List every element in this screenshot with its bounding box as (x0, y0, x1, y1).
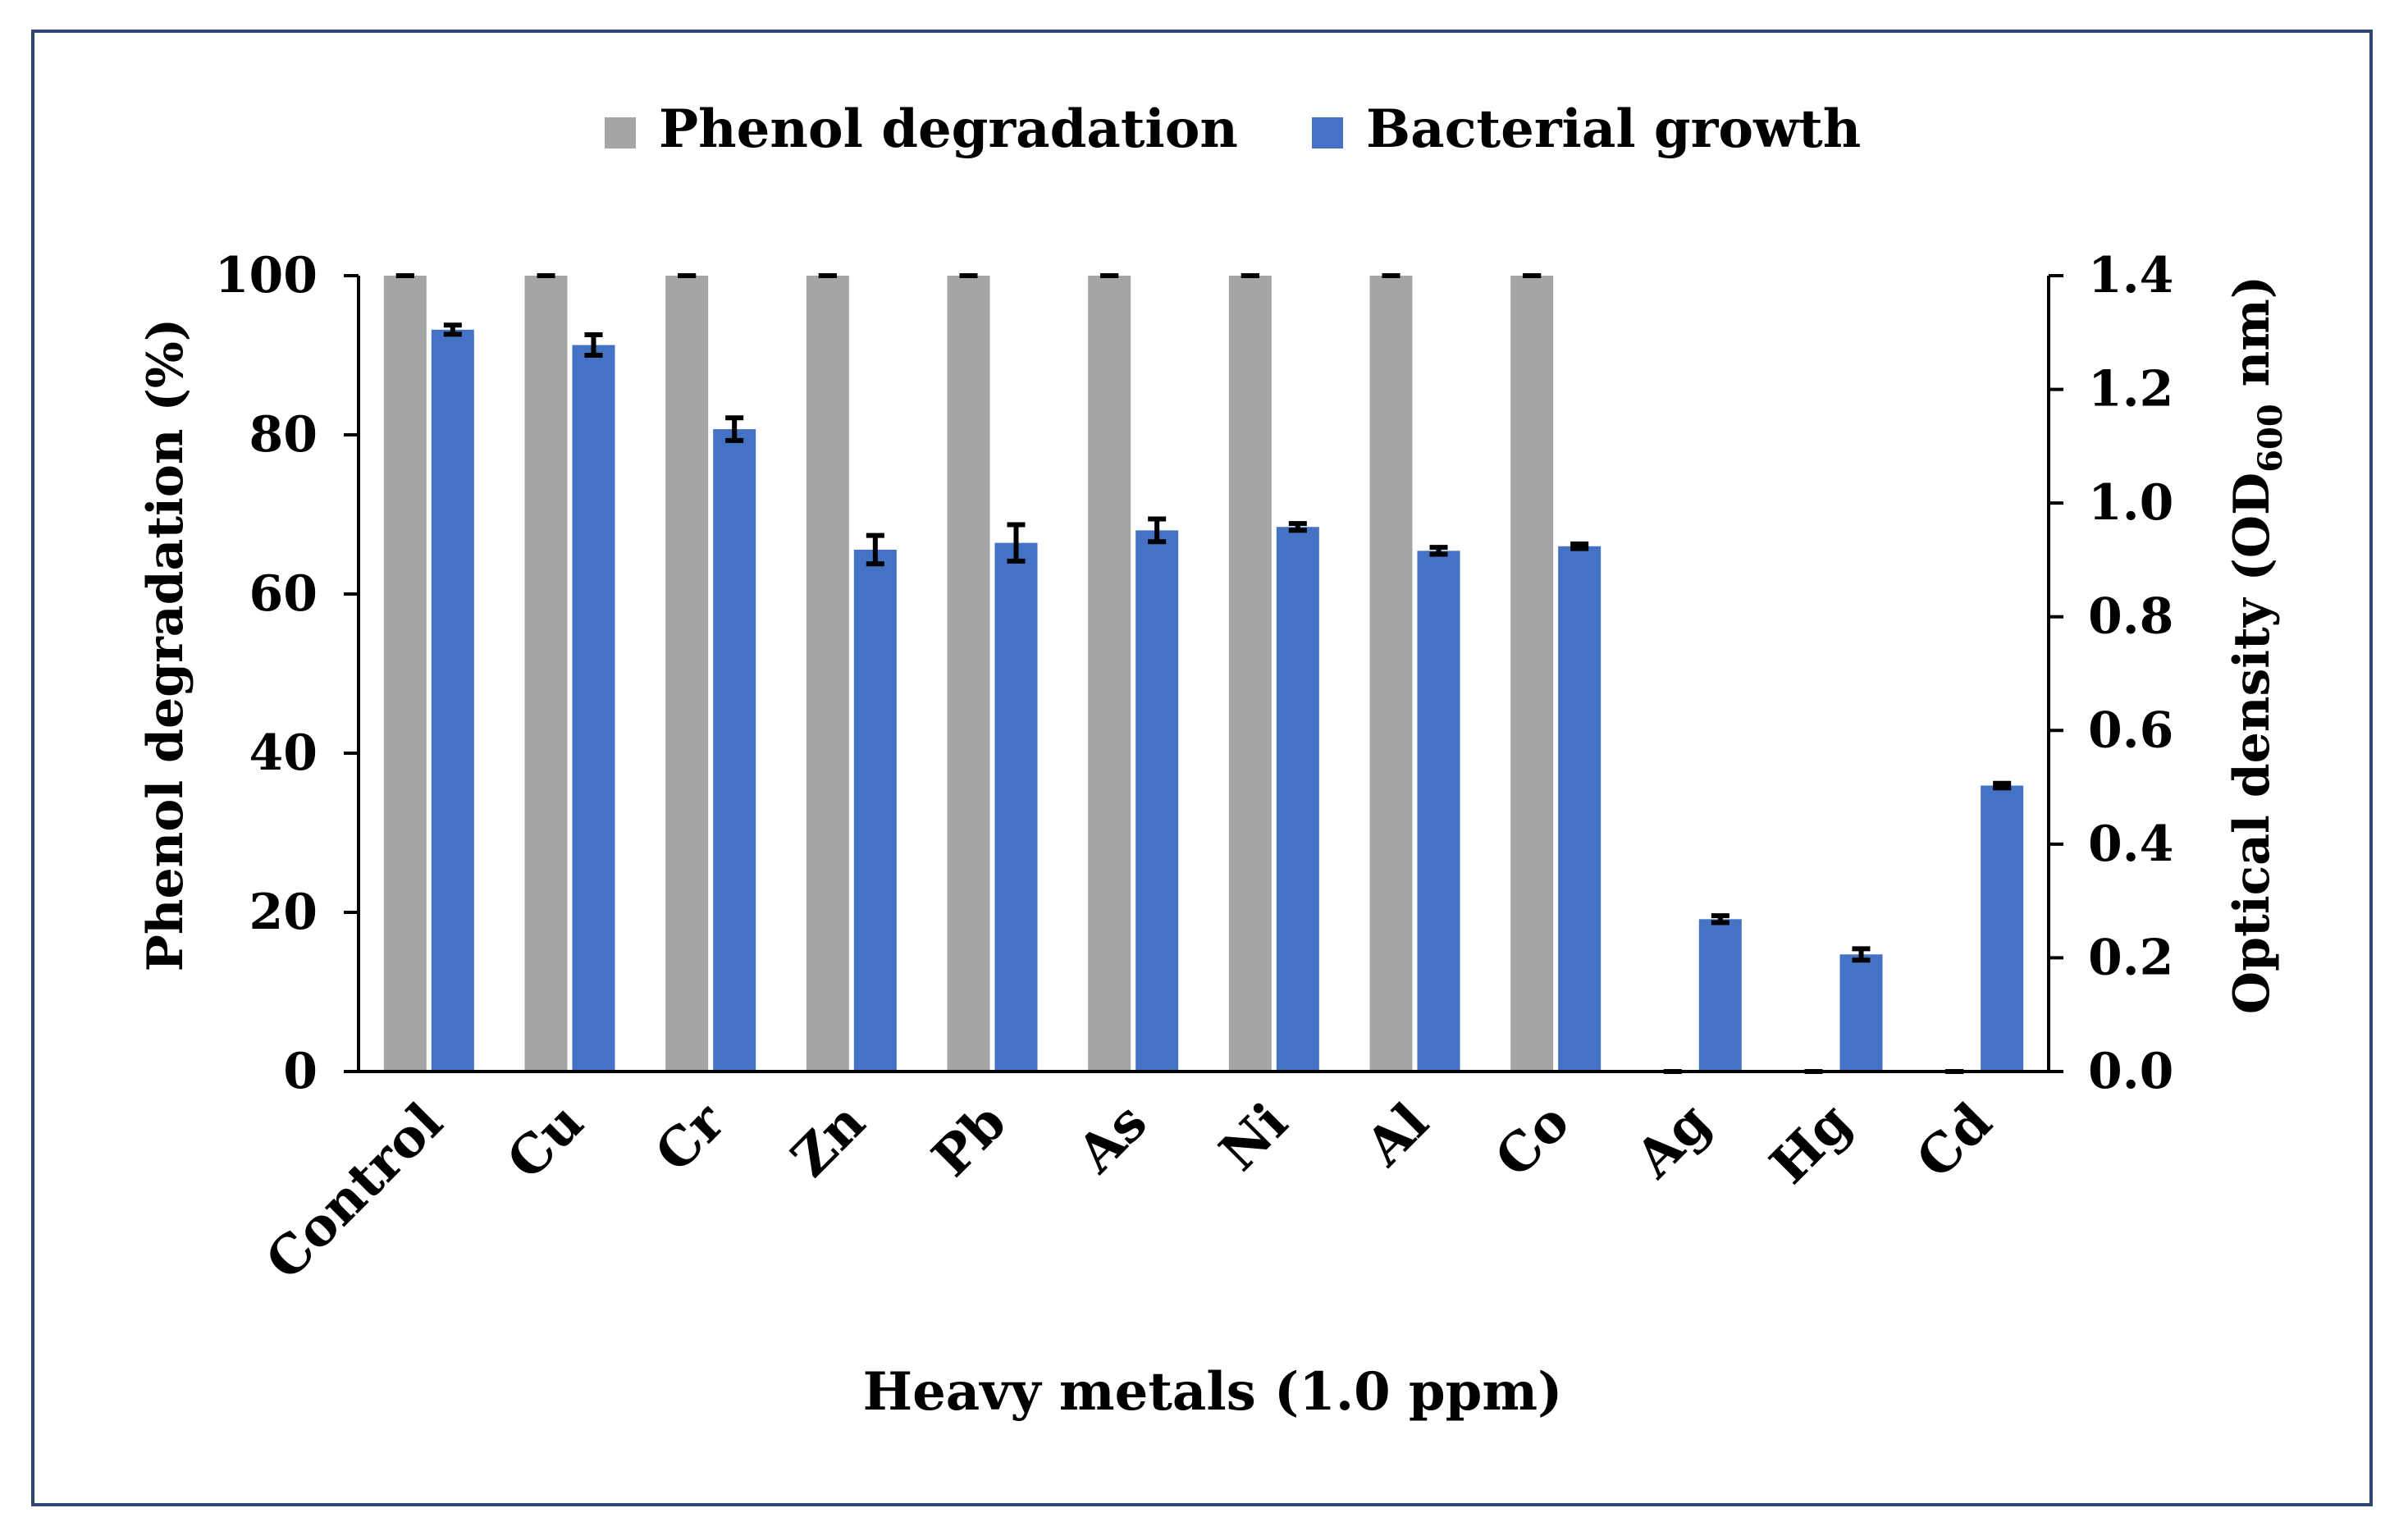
y2-tick-label-0.6: 0.6 (2088, 701, 2173, 759)
x-tick-label-pb: Pb (921, 1091, 1018, 1189)
bar-bacterial-growth-cu (572, 345, 615, 1072)
bar-phenol-degradation-cr (665, 276, 709, 1072)
y2-axis-title-subscript: 600 (2251, 404, 2290, 473)
legend-label-bacterial-growth: Bacterial growth (1366, 98, 1861, 160)
x-tick-label-co: Co (1483, 1091, 1581, 1189)
bar-bacterial-growth-cr (713, 429, 756, 1072)
y-axis-title: Phenol degradation (%) (137, 318, 194, 971)
x-tick-label-hg: Hg (1758, 1091, 1862, 1195)
y2-tick-label-0.4: 0.4 (2088, 816, 2173, 873)
bar-bacterial-growth-cd (1981, 785, 2024, 1072)
bar-bacterial-growth-al (1417, 551, 1460, 1072)
legend-swatch-bacterial-growth (1312, 117, 1343, 149)
y2-tick-label-0.0: 0.0 (2088, 1043, 2173, 1100)
y-tick-label-20: 20 (249, 884, 318, 941)
bar-bacterial-growth-ag (1698, 919, 1742, 1072)
x-tick-label-cu: Cu (496, 1091, 596, 1191)
y2-tick-label-1.0: 1.0 (2088, 474, 2173, 532)
y-tick-label-60: 60 (249, 565, 318, 623)
y2-axis-title-suffix: nm) (2223, 276, 2281, 404)
y2-axis-title-prefix: Optical density (OD (2223, 473, 2281, 1014)
bar-bacterial-growth-hg (1839, 954, 1883, 1072)
bar-phenol-degradation-as (1088, 276, 1131, 1072)
legend: Phenol degradation Bacterial growth (605, 98, 1861, 160)
bar-phenol-degradation-control (383, 276, 427, 1072)
y2-axis-title: Optical density (OD600 nm) (2223, 276, 2290, 1014)
x-tick-label-control: Control (254, 1091, 455, 1291)
y-tick-label-80: 80 (249, 406, 318, 464)
bar-bacterial-growth-ni (1276, 527, 1319, 1072)
bar-bacterial-growth-as (1135, 530, 1179, 1072)
x-tick-label-zn: Zn (779, 1091, 877, 1189)
bar-bacterial-growth-co (1558, 546, 1602, 1072)
x-tick-label-ni: Ni (1209, 1091, 1300, 1183)
bar-phenol-degradation-pb (947, 276, 990, 1072)
y2-tick-label-1.2: 1.2 (2088, 361, 2173, 418)
bar-bacterial-growth-pb (994, 542, 1038, 1072)
x-tick-label-cd: Cd (1905, 1091, 2004, 1190)
x-tick-label-ag: Ag (1624, 1091, 1722, 1190)
plot-area: Control Cu Cr Zn Pb As Ni Al Co Ag Hg Cd 0 20 40 60 80 10… (215, 247, 2174, 1292)
x-tick-label-cr: Cr (644, 1090, 738, 1184)
x-axis-title: Heavy metals (1.0 ppm) (863, 1361, 1563, 1423)
bar-phenol-degradation-cu (524, 276, 568, 1072)
y-tick-label-40: 40 (249, 724, 318, 782)
bar-phenol-degradation-ni (1228, 276, 1272, 1072)
bar-bacterial-growth-control (431, 329, 474, 1072)
x-tick-label-as: As (1065, 1091, 1158, 1185)
bar-phenol-degradation-al (1369, 276, 1413, 1072)
y-tick-label-100: 100 (215, 247, 318, 304)
y2-tick-label-0.2: 0.2 (2088, 929, 2173, 986)
bar-bacterial-growth-zn (853, 549, 897, 1072)
y-tick-label-0: 0 (283, 1043, 318, 1100)
legend-swatch-phenol-degradation (605, 117, 636, 149)
bar-phenol-degradation-zn (806, 276, 849, 1072)
y2-tick-label-0.8: 0.8 (2088, 588, 2173, 646)
legend-label-phenol-degradation: Phenol degradation (659, 98, 1238, 160)
y2-tick-label-1.4: 1.4 (2088, 247, 2173, 304)
bar-phenol-degradation-co (1510, 276, 1554, 1072)
x-tick-label-al: Al (1354, 1091, 1441, 1178)
